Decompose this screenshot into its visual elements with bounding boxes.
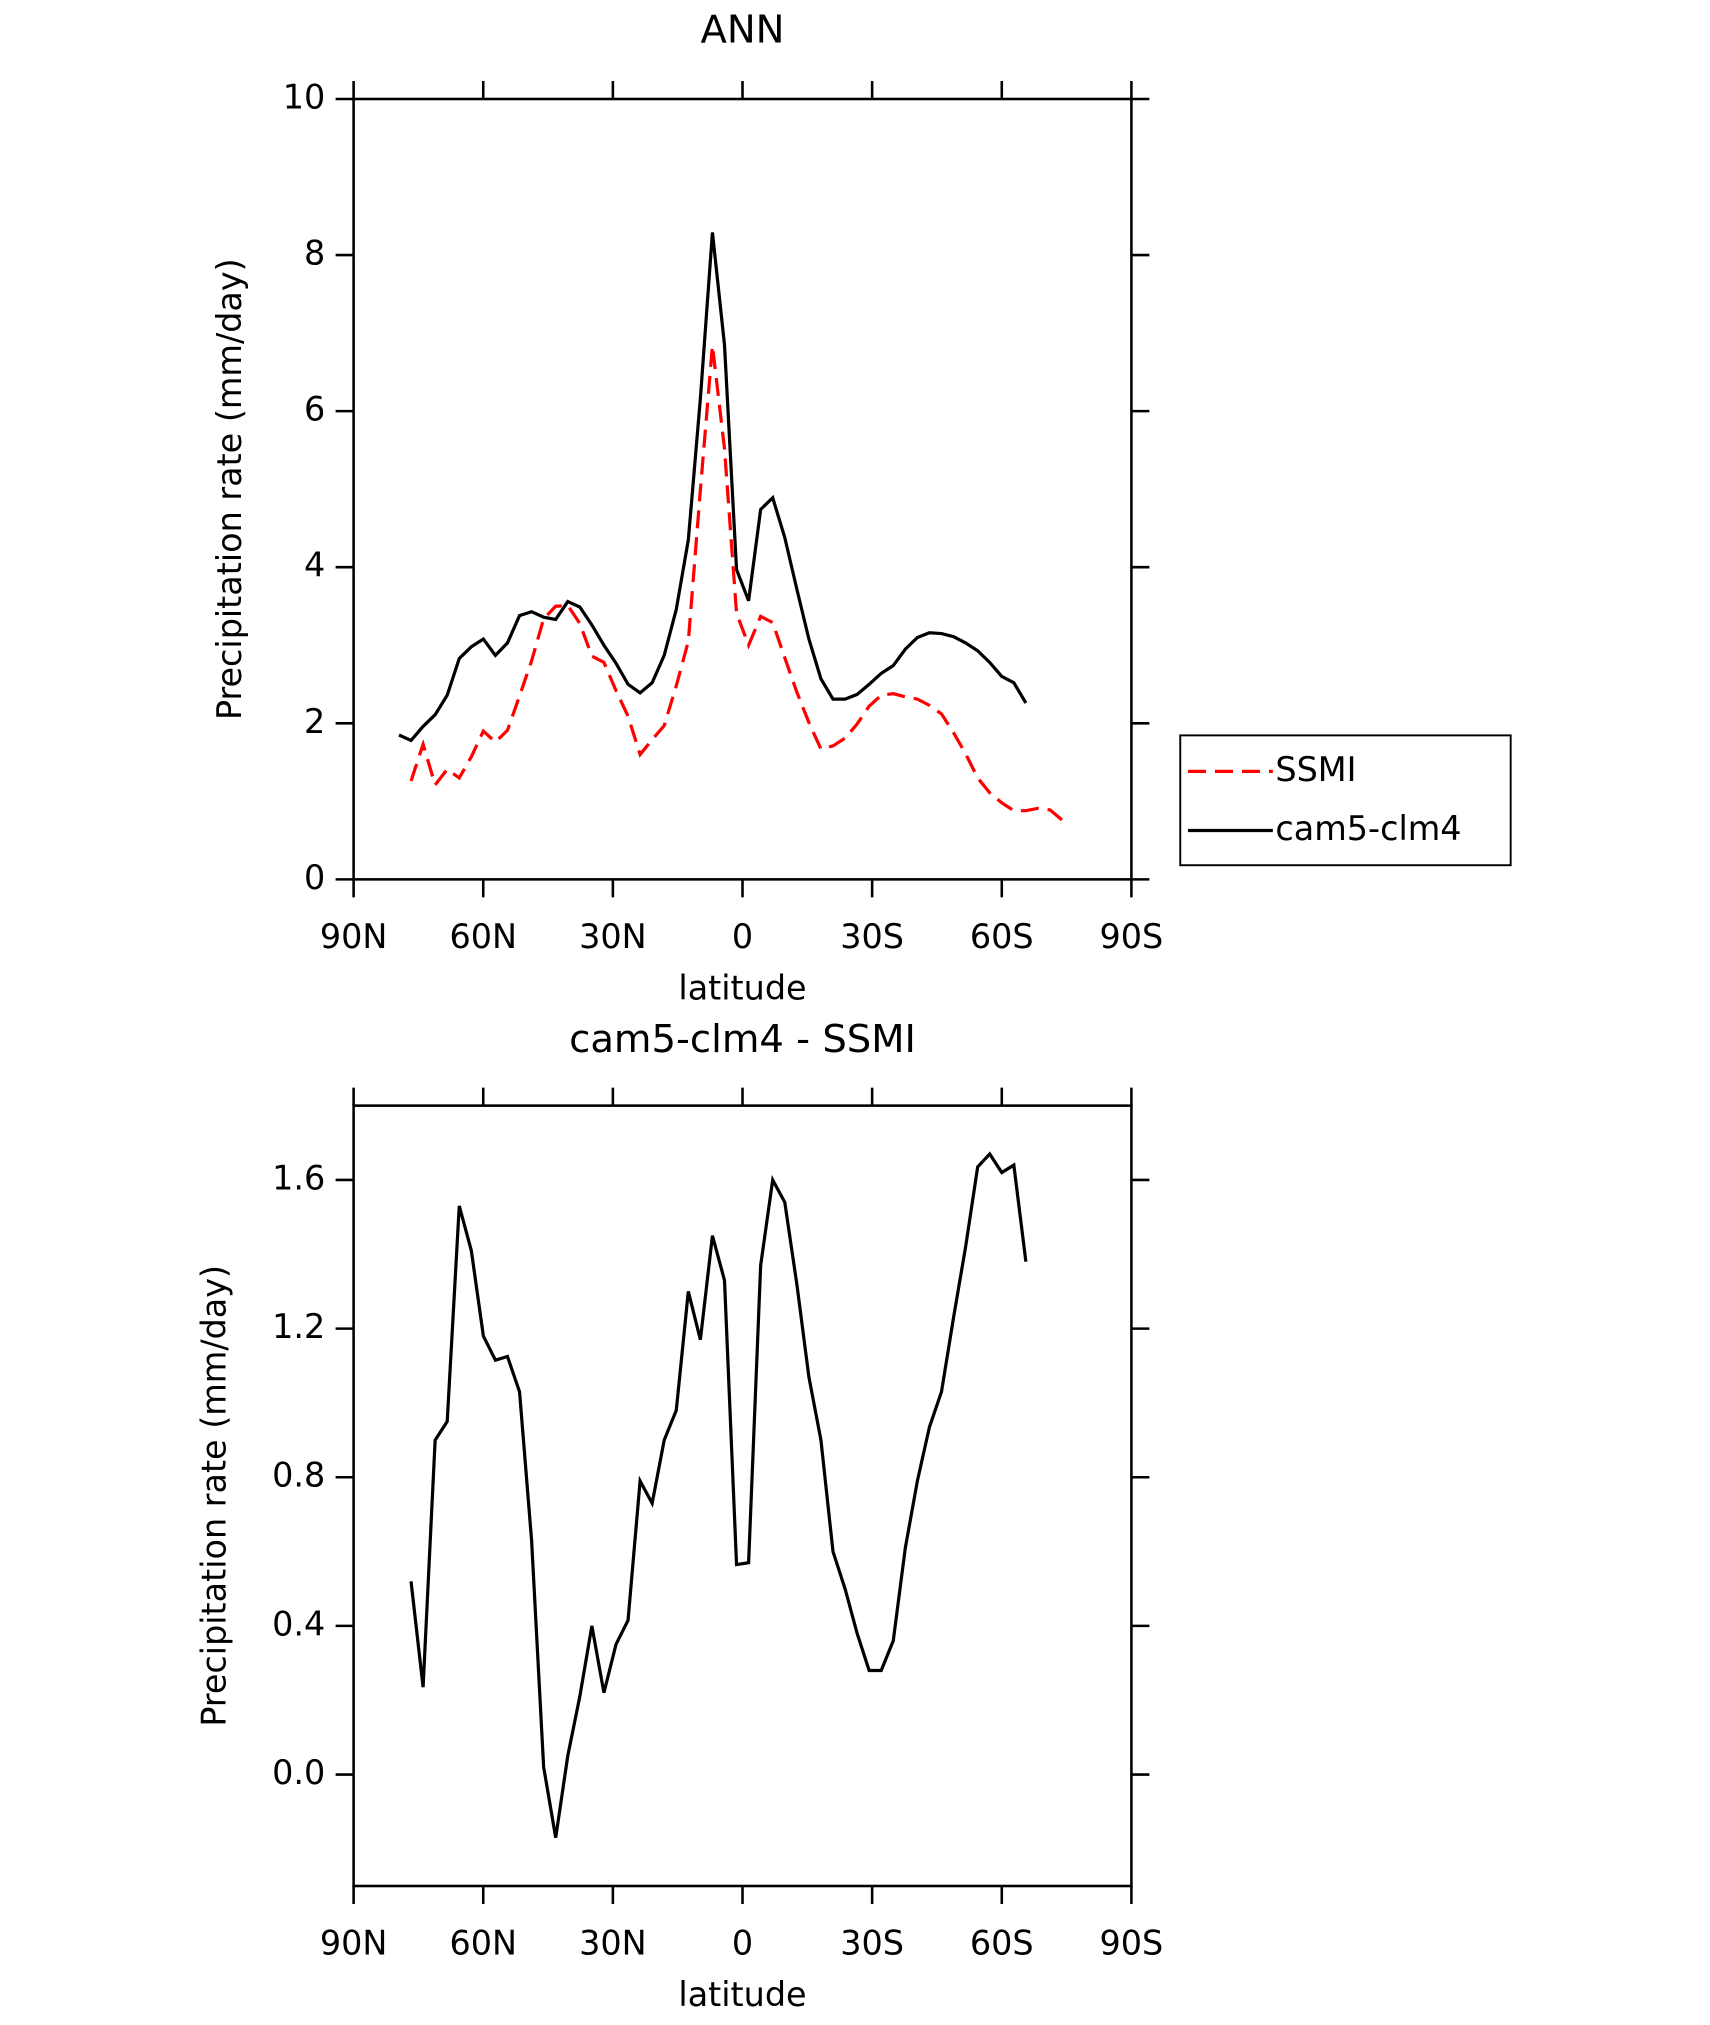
- x-tick-label: 0: [732, 917, 753, 956]
- y-tick-label: 8: [304, 234, 325, 273]
- x-axis-label: latitude: [678, 1975, 806, 2014]
- x-tick-label: 30S: [840, 917, 904, 956]
- x-tick-label: 60N: [449, 1924, 517, 1963]
- x-tick-label: 30N: [579, 1924, 647, 1963]
- y-tick-label: 0.4: [272, 1604, 325, 1643]
- x-tick-label: 90N: [320, 1924, 388, 1963]
- x-axis-label: latitude: [678, 968, 806, 1007]
- data-line: [398, 232, 1028, 743]
- x-tick-label: 90S: [1100, 1924, 1164, 1963]
- legend-box: [1179, 734, 1512, 867]
- chart-title: ANN: [700, 8, 784, 53]
- x-tick-label: 90S: [1100, 917, 1164, 956]
- y-tick-label: 0.0: [272, 1753, 325, 1792]
- y-axis-label: Precipitation rate (mm/day): [195, 1265, 234, 1727]
- y-tick-label: 1.2: [272, 1307, 325, 1346]
- y-tick-label: 6: [304, 390, 325, 429]
- plot-frame: [352, 1104, 1133, 1888]
- x-tick-label: 30S: [840, 1924, 904, 1963]
- y-tick-label: 4: [304, 546, 325, 585]
- y-tick-label: 0.8: [272, 1456, 325, 1495]
- x-tick-label: 60S: [970, 1924, 1034, 1963]
- x-tick-label: 0: [732, 1924, 753, 1963]
- y-axis-label: Precipitation rate (mm/day): [210, 258, 249, 720]
- x-tick-label: 60S: [970, 917, 1034, 956]
- plot-frame: [352, 97, 1133, 881]
- y-tick-label: 0: [304, 858, 325, 897]
- chart-title: cam5-clm4 - SSMI: [569, 1017, 916, 1062]
- y-tick-label: 2: [304, 702, 325, 741]
- legend-label: SSMI: [1275, 750, 1356, 789]
- y-tick-label: 1.6: [272, 1158, 325, 1197]
- y-tick-label: 10: [283, 77, 326, 116]
- x-tick-label: 30N: [579, 917, 647, 956]
- x-tick-label: 90N: [320, 917, 388, 956]
- legend-label: cam5-clm4: [1275, 809, 1461, 848]
- data-line: [409, 345, 1064, 822]
- x-tick-label: 60N: [449, 917, 517, 956]
- data-line: [409, 1151, 1028, 1838]
